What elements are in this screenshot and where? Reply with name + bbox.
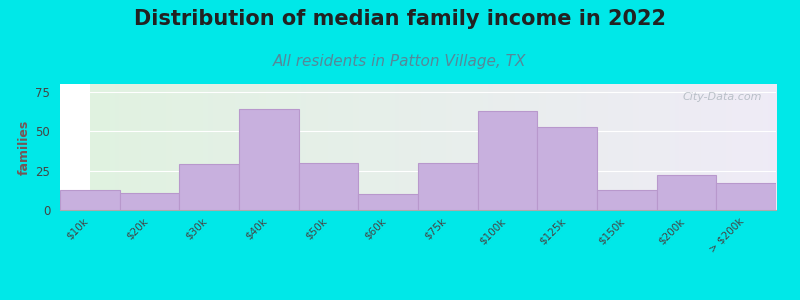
Y-axis label: families: families bbox=[18, 119, 31, 175]
Bar bbox=[716, 183, 776, 210]
Bar bbox=[239, 109, 298, 210]
Bar bbox=[60, 190, 120, 210]
Bar bbox=[657, 175, 716, 210]
Text: All residents in Patton Village, TX: All residents in Patton Village, TX bbox=[274, 54, 526, 69]
Bar bbox=[418, 163, 478, 210]
Text: City-Data.com: City-Data.com bbox=[682, 92, 762, 102]
Bar bbox=[120, 193, 179, 210]
Bar bbox=[478, 111, 538, 210]
Bar bbox=[298, 163, 358, 210]
Text: Distribution of median family income in 2022: Distribution of median family income in … bbox=[134, 9, 666, 29]
Bar bbox=[538, 127, 597, 210]
Bar bbox=[597, 190, 657, 210]
Bar bbox=[358, 194, 418, 210]
Bar bbox=[179, 164, 239, 210]
